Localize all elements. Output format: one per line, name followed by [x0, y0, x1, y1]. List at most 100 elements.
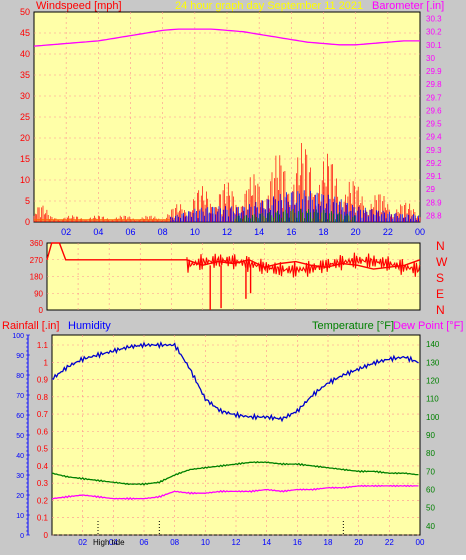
compass-w: W	[436, 255, 448, 269]
wind-y-tick: 30	[20, 91, 30, 101]
temperature-line	[51, 461, 419, 486]
rain-y-tick: 0.3	[37, 479, 49, 488]
rain-y-tick: 1	[44, 358, 49, 367]
windspeed-label: Windspeed [mph]	[36, 0, 122, 12]
rain-y-tick: 0	[44, 531, 49, 540]
humidity-y-tick: 30	[16, 473, 24, 480]
humidity-y-tick: 10	[16, 513, 24, 520]
humidity-x-tick: 00	[416, 538, 425, 547]
humidity-x-tick: 02	[78, 538, 87, 547]
rainfall-label: Rainfall [.in]	[2, 320, 59, 332]
wind-y-tick: 35	[20, 70, 30, 80]
wind-y-tick: 20	[20, 133, 30, 143]
rain-y-tick: 0.8	[37, 393, 49, 402]
humidity-y-tick: 60	[16, 413, 24, 420]
humidity-y-tick: 100	[12, 333, 24, 340]
humidity-y-tick: 50	[16, 433, 24, 440]
humidity-x-tick: 10	[201, 538, 210, 547]
wind-x-tick: 04	[93, 227, 103, 237]
rain-y-tick: 0.9	[37, 376, 49, 385]
direction-y-tick: 90	[34, 289, 43, 298]
wind-x-tick: 18	[318, 227, 328, 237]
direction-y-tick: 0	[39, 306, 44, 315]
direction-noise-line	[186, 252, 421, 278]
humidity-series	[51, 341, 419, 535]
barometer-y-tick: 30.1	[426, 41, 442, 50]
barometer-y-tick: 28.8	[426, 211, 442, 220]
temp-y-tick: 120	[426, 376, 440, 385]
wind-y-tick: 45	[20, 28, 30, 38]
wind-y-tick: 10	[20, 175, 30, 185]
rain-y-tick: 0.4	[37, 462, 49, 471]
wind-x-tick: 12	[222, 227, 232, 237]
humidity-y-tick: 80	[16, 373, 24, 380]
humidity-y-tick: 90	[16, 353, 24, 360]
temp-y-tick: 140	[426, 340, 440, 349]
temp-y-tick: 80	[426, 449, 435, 458]
humidity-x-tick: 06	[140, 538, 149, 547]
wind-grid	[34, 12, 420, 222]
barometer-y-tick: 29.8	[426, 80, 442, 89]
humidity-x-tick: 12	[232, 538, 241, 547]
wind-y-tick: 0	[25, 217, 30, 227]
compass-n-top: N	[436, 239, 445, 253]
barometer-label: Barometer [.in]	[372, 0, 444, 12]
rain-y-tick: 0.6	[37, 427, 49, 436]
barometer-y-tick: 29.9	[426, 67, 442, 76]
humidity-label: Humidity	[68, 320, 111, 332]
barometer-y-tick: 29.6	[426, 106, 442, 115]
barometer-line	[33, 28, 420, 47]
temp-y-tick: 90	[426, 431, 435, 440]
humidity-line	[52, 341, 419, 423]
chart-title: 24 hour graph day September 11 2021	[175, 0, 363, 12]
direction-y-tick: 180	[30, 273, 44, 282]
humidity-grid	[52, 335, 420, 536]
wind-x-tick: 14	[254, 227, 264, 237]
wind-x-tick: 20	[351, 227, 361, 237]
direction-series	[46, 242, 421, 310]
barometer-y-tick: 30	[426, 54, 435, 63]
humidity-x-tick: 20	[354, 538, 363, 547]
rain-y-tick: 0.1	[37, 514, 49, 523]
humidity-x-tick: 18	[324, 538, 333, 547]
humidity-x-tick: 14	[262, 538, 271, 547]
compass-e: E	[436, 287, 444, 301]
windspeed-calm-bars	[234, 208, 356, 222]
direction-y-tick: 270	[30, 256, 44, 265]
compass-n-bottom: N	[436, 303, 445, 317]
temp-y-tick: 60	[426, 486, 435, 495]
barometer-y-tick: 29.5	[426, 120, 442, 129]
temp-y-tick: 70	[426, 467, 435, 476]
wind-y-tick: 40	[20, 49, 30, 59]
direction-y-tick: 360	[30, 239, 44, 248]
barometer-y-tick: 30.3	[426, 15, 442, 24]
humidity-x-tick: 08	[170, 538, 179, 547]
humidity-x-tick: 16	[293, 538, 302, 547]
barometer-y-tick: 30.2	[426, 28, 442, 37]
barometer-y-tick: 28.9	[426, 198, 442, 207]
humidity-y-tick: 0	[20, 533, 24, 540]
temp-y-tick: 100	[426, 413, 440, 422]
rain-y-tick: 0.5	[37, 445, 49, 454]
wind-x-tick: 00	[415, 227, 425, 237]
barometer-y-tick: 29.4	[426, 133, 442, 142]
rain-y-tick: 0.7	[37, 410, 49, 419]
wind-axes: 0 5 10 15 20 25 30 35 40 45 50 02 04 06 08 10 12 14 16 18 20…	[20, 7, 442, 237]
temp-y-tick: 40	[426, 522, 435, 531]
temperature-label: Temperature [°F]	[312, 320, 394, 332]
rain-y-tick: 1.1	[37, 341, 49, 350]
wind-y-tick: 15	[20, 154, 30, 164]
compass-labels: N W S E N	[436, 239, 448, 317]
humidity-y-tick: 20	[16, 493, 24, 500]
humidity-axes: 010203040506070809010000.10.20.30.40.50.…	[12, 333, 440, 547]
temp-y-tick: 130	[426, 358, 440, 367]
dewpoint-line	[52, 484, 419, 501]
humidity-y-tick: 40	[16, 453, 24, 460]
wind-series	[33, 28, 421, 222]
barometer-y-tick: 29.1	[426, 172, 442, 181]
wind-y-tick: 50	[20, 7, 30, 17]
wind-x-tick: 06	[125, 227, 135, 237]
wind-y-tick: 5	[25, 196, 30, 206]
